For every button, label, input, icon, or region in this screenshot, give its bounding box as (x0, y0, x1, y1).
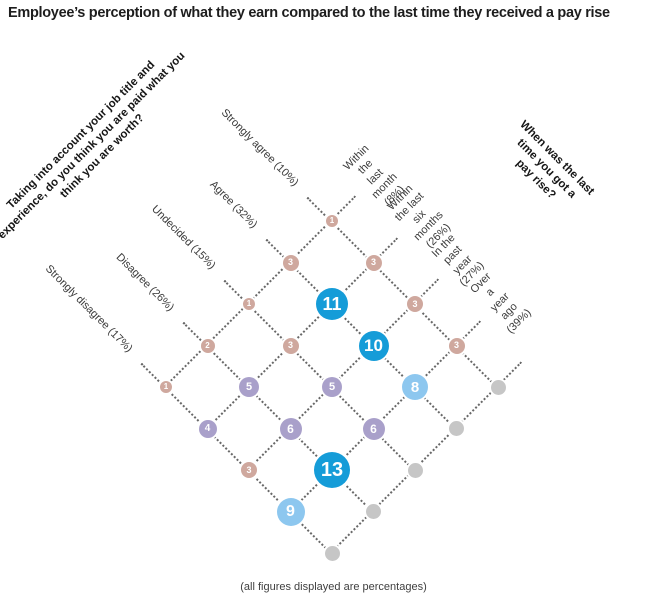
chart-title: Employee’s perception of what they earn … (8, 5, 610, 21)
terminal-dot-r4 (324, 545, 340, 561)
node-value: 6 (287, 421, 294, 436)
node-value: 1 (246, 299, 252, 308)
row-label-0: Strongly agree (10%) (218, 106, 301, 189)
node-r3c2: 6 (279, 417, 302, 440)
terminal-dot-r1 (449, 421, 464, 436)
node-r2c1: 3 (282, 337, 299, 354)
node-r1c0: 3 (282, 254, 299, 271)
node-r2c3: 6 (362, 417, 385, 440)
node-r0c2: 3 (407, 296, 423, 312)
node-value: 3 (287, 257, 293, 267)
terminal-dot-r2 (407, 462, 423, 478)
node-value: 3 (246, 464, 252, 475)
node-value: 4 (204, 422, 211, 434)
row-label-1: Agree (32%) (207, 178, 260, 231)
node-r1c2: 10 (358, 330, 389, 361)
node-r1c1: 11 (316, 288, 348, 320)
node-value: 1 (163, 382, 169, 391)
footnote: (all figures displayed are percentages) (240, 581, 427, 593)
node-value: 11 (322, 294, 342, 314)
node-value: 2 (205, 340, 210, 350)
node-value: 5 (245, 380, 253, 393)
node-r2c0: 1 (243, 298, 255, 310)
node-value: 9 (286, 502, 295, 520)
node-value: 13 (320, 459, 344, 481)
node-value: 1 (329, 216, 335, 225)
node-r2c2: 5 (322, 377, 342, 397)
node-r4c2: 3 (241, 462, 257, 478)
node-value: 3 (287, 340, 293, 350)
node-r3c0: 2 (200, 338, 215, 353)
node-r1c3: 8 (402, 374, 428, 400)
node-value: 10 (364, 336, 383, 355)
node-r4c3: 9 (276, 497, 305, 526)
node-value: 8 (410, 378, 420, 396)
node-r4c1: 4 (198, 419, 217, 438)
node-r3c3: 13 (314, 452, 350, 488)
node-value: 3 (453, 340, 459, 350)
node-value: 3 (412, 298, 418, 309)
node-r3c1: 5 (239, 377, 259, 397)
node-value: 6 (370, 421, 377, 436)
terminal-dot-r3 (366, 504, 381, 519)
node-value: 5 (328, 380, 336, 393)
row-label-2: Undecided (15%) (149, 203, 218, 272)
node-r4c0: 1 (160, 381, 172, 393)
node-r0c0: 1 (326, 215, 338, 227)
terminal-dot-r0 (490, 379, 506, 395)
node-r0c3: 3 (448, 337, 465, 354)
node-r0c1: 3 (365, 254, 382, 271)
node-value: 3 (370, 257, 376, 267)
row-label-4: Strongly disagree (17%) (42, 262, 135, 355)
row-label-3: Disagree (26%) (113, 250, 177, 314)
